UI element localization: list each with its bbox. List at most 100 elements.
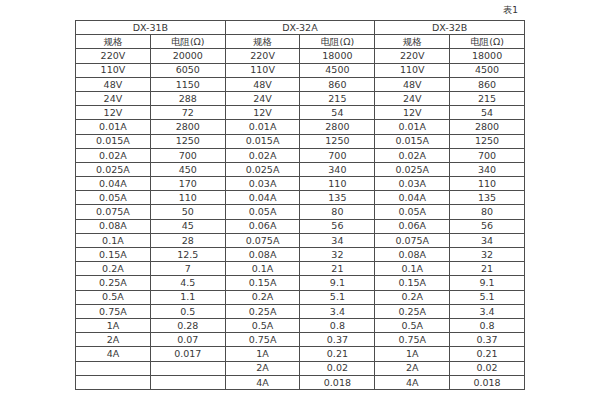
resistance-cell xyxy=(150,361,225,375)
spec-cell: 0.15A xyxy=(225,276,300,290)
spec-cell: 0.25A xyxy=(76,276,151,290)
spec-cell xyxy=(76,361,151,375)
spec-cell: 0.015A xyxy=(375,134,450,148)
resistance-cell: 80 xyxy=(450,205,525,219)
table-row: 4A0.0171A0.211A0.21 xyxy=(76,347,525,361)
resistance-cell: 0.018 xyxy=(450,375,525,389)
spec-cell: 0.5A xyxy=(225,318,300,332)
resistance-cell: 21 xyxy=(300,262,375,276)
resistance-cell: 110 xyxy=(150,191,225,205)
spec-cell: 24V xyxy=(76,91,151,105)
table-row: 0.1A280.075A340.075A34 xyxy=(76,233,525,247)
spec-cell: 0.2A xyxy=(76,262,151,276)
spec-cell: 110V xyxy=(225,63,300,77)
spec-cell: 0.08A xyxy=(76,219,151,233)
table-row: 0.05A1100.04A1350.04A135 xyxy=(76,191,525,205)
spec-cell: 1A xyxy=(225,347,300,361)
spec-cell: 1A xyxy=(375,347,450,361)
resistance-cell: 2800 xyxy=(450,120,525,134)
spec-cell: 0.075A xyxy=(225,233,300,247)
resistance-cell: 135 xyxy=(300,191,375,205)
spec-table: DX-31B DX-32A DX-32B 规格 电阻(Ω) 规格 电阻(Ω) 规… xyxy=(75,20,525,390)
resistance-cell: 215 xyxy=(450,91,525,105)
page: 表1 DX-31B DX-32A DX-32B 规格 电阻(Ω) 规格 电阻(Ω… xyxy=(0,0,600,400)
spec-cell: 24V xyxy=(375,91,450,105)
spec-cell: 12V xyxy=(76,106,151,120)
resistance-cell: 32 xyxy=(300,248,375,262)
spec-cell: 0.1A xyxy=(225,262,300,276)
table-row: 0.04A1700.03A1100.03A110 xyxy=(76,177,525,191)
table-row: 12V7212V5412V54 xyxy=(76,106,525,120)
resistance-cell: 110 xyxy=(300,177,375,191)
resistance-cell: 54 xyxy=(450,106,525,120)
column-header-row: 规格 电阻(Ω) 规格 电阻(Ω) 规格 电阻(Ω) xyxy=(76,35,525,49)
spec-cell: 1A xyxy=(76,318,151,332)
resistance-cell: 1250 xyxy=(300,134,375,148)
spec-cell: 0.15A xyxy=(76,248,151,262)
resistance-cell: 32 xyxy=(450,248,525,262)
spec-cell: 0.01A xyxy=(225,120,300,134)
resistance-cell: 5.1 xyxy=(300,290,375,304)
resistance-cell: 700 xyxy=(300,148,375,162)
spec-table-head: DX-31B DX-32A DX-32B 规格 电阻(Ω) 规格 电阻(Ω) 规… xyxy=(76,21,525,49)
table-row: 220V20000220V18000220V18000 xyxy=(76,49,525,63)
spec-cell: 0.06A xyxy=(375,219,450,233)
resistance-cell: 0.37 xyxy=(300,333,375,347)
resistance-cell: 4500 xyxy=(450,63,525,77)
resistance-header: 电阻(Ω) xyxy=(450,35,525,49)
resistance-cell: 50 xyxy=(150,205,225,219)
spec-cell: 0.075A xyxy=(375,233,450,247)
group-header-dx32b: DX-32B xyxy=(375,21,525,35)
resistance-cell: 700 xyxy=(150,148,225,162)
spec-header: 规格 xyxy=(76,35,151,49)
spec-header: 规格 xyxy=(225,35,300,49)
resistance-cell: 18000 xyxy=(300,49,375,63)
resistance-cell: 0.21 xyxy=(450,347,525,361)
table-row: 110V6050110V4500110V4500 xyxy=(76,63,525,77)
spec-cell: 4A xyxy=(375,375,450,389)
spec-cell: 0.2A xyxy=(375,290,450,304)
resistance-cell: 56 xyxy=(450,219,525,233)
resistance-header: 电阻(Ω) xyxy=(150,35,225,49)
resistance-cell: 110 xyxy=(450,177,525,191)
spec-cell: 0.04A xyxy=(375,191,450,205)
resistance-cell: 20000 xyxy=(150,49,225,63)
spec-table-body: 220V20000220V18000220V18000110V6050110V4… xyxy=(76,49,525,390)
resistance-cell: 6050 xyxy=(150,63,225,77)
spec-cell: 24V xyxy=(225,91,300,105)
spec-cell: 0.01A xyxy=(375,120,450,134)
resistance-cell: 0.37 xyxy=(450,333,525,347)
table-row: 0.75A0.50.25A3.40.25A3.4 xyxy=(76,304,525,318)
spec-cell: 0.025A xyxy=(76,162,151,176)
spec-cell: 0.015A xyxy=(76,134,151,148)
spec-cell: 220V xyxy=(225,49,300,63)
spec-cell: 0.075A xyxy=(76,205,151,219)
spec-cell: 0.15A xyxy=(375,276,450,290)
spec-cell: 48V xyxy=(76,77,151,91)
spec-cell: 0.1A xyxy=(375,262,450,276)
resistance-cell: 34 xyxy=(300,233,375,247)
spec-cell: 4A xyxy=(225,375,300,389)
spec-cell: 0.1A xyxy=(76,233,151,247)
resistance-cell: 0.8 xyxy=(450,318,525,332)
resistance-cell: 0.02 xyxy=(450,361,525,375)
spec-cell: 0.04A xyxy=(225,191,300,205)
spec-cell: 0.75A xyxy=(76,304,151,318)
table-row: 2A0.070.75A0.370.75A0.37 xyxy=(76,333,525,347)
spec-cell: 2A xyxy=(76,333,151,347)
resistance-cell: 56 xyxy=(300,219,375,233)
resistance-cell: 72 xyxy=(150,106,225,120)
spec-cell: 220V xyxy=(76,49,151,63)
resistance-cell: 3.4 xyxy=(450,304,525,318)
resistance-cell: 45 xyxy=(150,219,225,233)
resistance-cell: 0.8 xyxy=(300,318,375,332)
resistance-cell: 0.5 xyxy=(150,304,225,318)
spec-cell: 0.25A xyxy=(375,304,450,318)
resistance-cell: 54 xyxy=(300,106,375,120)
resistance-cell xyxy=(150,375,225,389)
spec-cell: 0.025A xyxy=(375,162,450,176)
spec-cell: 0.03A xyxy=(375,177,450,191)
spec-cell: 0.75A xyxy=(375,333,450,347)
resistance-cell: 18000 xyxy=(450,49,525,63)
spec-cell: 0.08A xyxy=(225,248,300,262)
